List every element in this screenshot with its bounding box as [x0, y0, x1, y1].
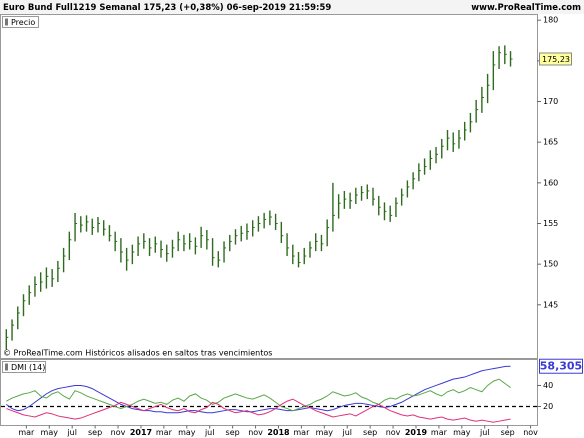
legend-box — [2, 361, 46, 373]
x-tick-label: mar — [156, 428, 173, 437]
x-tick-label: 2019 — [405, 428, 428, 437]
site-link[interactable]: www.ProRealTime.com — [471, 3, 581, 13]
dmi-label: 58,305 — [540, 360, 582, 373]
price-label-box — [539, 52, 572, 66]
price-panel — [0, 14, 538, 359]
y-tick-label: 145 — [543, 300, 558, 309]
x-tick-label: sep — [226, 428, 240, 437]
price-label: 175,23 — [542, 55, 570, 64]
y-tick-label: 155 — [543, 219, 558, 228]
x-tick-label: may — [316, 428, 334, 437]
dmi-line — [6, 365, 511, 414]
x-tick-label: mar — [293, 428, 310, 437]
x-tick-label: jul — [204, 428, 215, 437]
y-tick-label: 20 — [543, 402, 553, 411]
indicator-title: DMI (14) — [11, 363, 45, 372]
y-tick-label: 150 — [543, 260, 558, 269]
x-tick-label: jul — [479, 428, 490, 437]
x-tick-label: mar — [18, 428, 35, 437]
x-tick-label: sep — [363, 428, 377, 437]
y-tick-label: 40 — [543, 381, 553, 390]
dmi-line — [6, 378, 511, 412]
x-tick-label: 2018 — [267, 428, 290, 437]
y-tick-label: 165 — [543, 138, 558, 147]
y-tick-label: 180 — [543, 16, 558, 25]
dmi-label-box — [539, 358, 583, 374]
chart-title: Euro Bund Full1219 Semanal 175,23 (+0,38… — [3, 3, 331, 13]
x-tick-label: jul — [66, 428, 77, 437]
x-tick-label: nov — [523, 428, 538, 437]
x-tick-label: may — [178, 428, 196, 437]
x-tick-label: sep — [501, 428, 515, 437]
x-tick-label: jul — [341, 428, 352, 437]
x-tick-label: nov — [386, 428, 401, 437]
x-tick-label: mar — [431, 428, 448, 437]
legend-box — [2, 16, 39, 28]
dmi-line — [6, 398, 511, 423]
x-tick-label: may — [41, 428, 59, 437]
x-tick-label: may — [453, 428, 471, 437]
x-tick-label: nov — [248, 428, 263, 437]
legend-icon — [5, 18, 8, 26]
legend-icon — [5, 363, 8, 371]
header-bar — [0, 0, 584, 14]
legend-label: Precio — [11, 18, 35, 27]
x-tick-label: 2017 — [130, 428, 152, 437]
x-tick-label: nov — [111, 428, 126, 437]
y-tick-label: 160 — [543, 178, 558, 187]
x-tick-label: sep — [88, 428, 102, 437]
annotation: © ProRealTime.com Históricos alisados en… — [3, 348, 272, 358]
y-tick-label: 170 — [543, 97, 558, 106]
